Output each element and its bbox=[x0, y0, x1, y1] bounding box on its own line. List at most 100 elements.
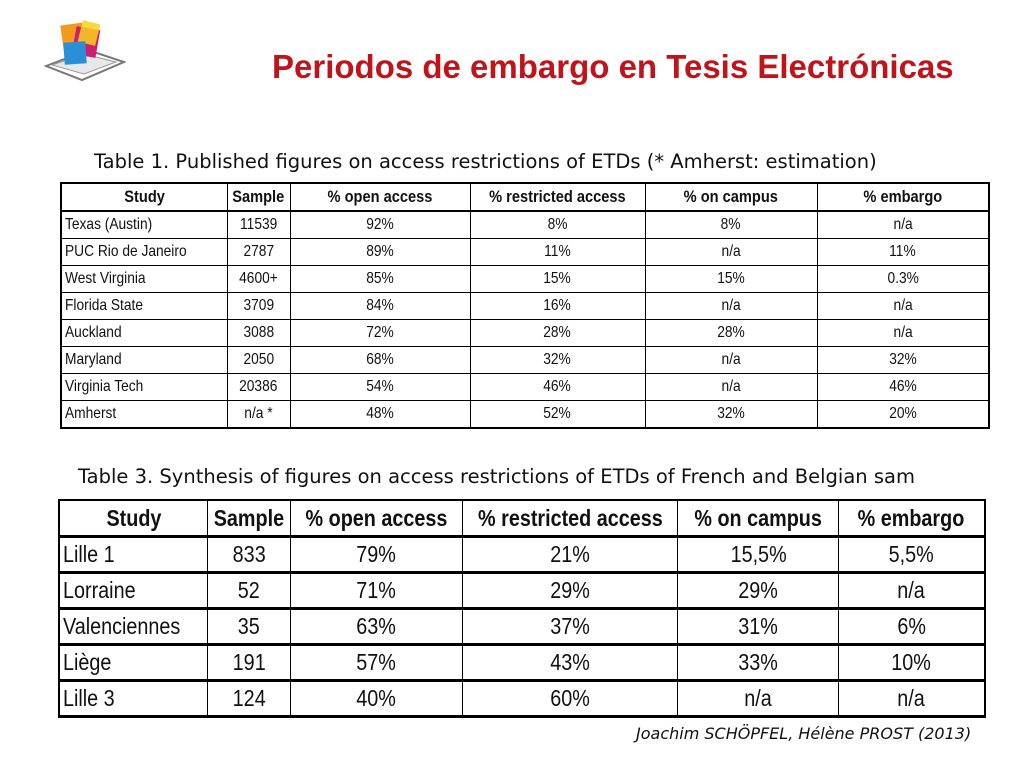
row-label-cell: Lorraine bbox=[58, 572, 209, 610]
data-cell: n/a bbox=[837, 572, 986, 610]
row-label-cell: Auckland bbox=[60, 319, 228, 347]
cell-value: 11% bbox=[889, 243, 917, 260]
data-cell: 10% bbox=[837, 644, 986, 682]
row-label-cell: Maryland bbox=[60, 346, 228, 374]
cell-value: Texas (Austin) bbox=[65, 216, 153, 233]
table1-header-cell: Study bbox=[60, 182, 228, 212]
cell-value: n/a bbox=[721, 378, 741, 395]
cell-value: Lille 3 bbox=[63, 685, 115, 711]
data-cell: 46% bbox=[469, 373, 646, 401]
table3-header-label: % on campus bbox=[694, 504, 822, 531]
data-cell: 8% bbox=[644, 210, 818, 239]
data-cell: 35 bbox=[207, 608, 292, 646]
cell-value: 20% bbox=[888, 405, 917, 422]
table1: Study Sample % open access % restricted acc… bbox=[60, 182, 990, 429]
cell-value: 52% bbox=[543, 405, 572, 422]
cell-value: 8% bbox=[547, 216, 568, 233]
cell-value: 57% bbox=[356, 649, 397, 675]
data-cell: 20386 bbox=[226, 373, 291, 401]
table1-header-label: Sample bbox=[232, 187, 285, 206]
cell-value: 46% bbox=[543, 378, 572, 395]
data-cell: 5,5% bbox=[837, 536, 986, 574]
data-cell: 52 bbox=[207, 572, 292, 610]
table3-header-label: % open access bbox=[305, 504, 448, 531]
cell-value: n/a bbox=[893, 297, 913, 314]
cell-value: 124 bbox=[232, 685, 266, 711]
cell-value: 40% bbox=[356, 685, 397, 711]
data-cell: n/a bbox=[677, 680, 839, 718]
cell-value: 52 bbox=[238, 577, 261, 603]
cell-value: 32% bbox=[888, 351, 917, 368]
data-cell: n/a bbox=[837, 680, 986, 718]
table1-caption: Table 1. Published figures on access res… bbox=[94, 150, 877, 173]
table-row: Valenciennes 35 63% 37% 31% 6% bbox=[58, 608, 986, 646]
cell-value: 0.3% bbox=[887, 270, 919, 287]
cell-value: n/a bbox=[893, 216, 913, 233]
data-cell: 20% bbox=[816, 400, 990, 429]
data-cell: 15% bbox=[469, 265, 646, 293]
table1-header-label: % restricted access bbox=[489, 187, 626, 206]
data-cell: 32% bbox=[469, 346, 646, 374]
row-label-cell: Liège bbox=[58, 644, 209, 682]
data-cell: n/a bbox=[644, 292, 818, 320]
data-cell: 16% bbox=[469, 292, 646, 320]
author-credit: Joachim SCHÖPFEL, Hélène PROST (2013) bbox=[636, 724, 972, 743]
table-row: Liège 191 57% 43% 33% 10% bbox=[58, 644, 986, 682]
table1-body: Texas (Austin) 11539 92% 8% 8% n/a PUC Rio de … bbox=[60, 210, 990, 429]
cell-value: 6% bbox=[897, 613, 926, 639]
cell-value: 11% bbox=[544, 243, 571, 260]
data-cell: 15% bbox=[644, 265, 818, 293]
table3-header-cell: % open access bbox=[290, 499, 463, 538]
cell-value: Florida State bbox=[65, 297, 144, 314]
data-cell: 11% bbox=[816, 238, 990, 266]
cell-value: 48% bbox=[366, 405, 394, 422]
data-cell: 57% bbox=[290, 644, 463, 682]
cell-value: 3709 bbox=[243, 297, 274, 314]
cell-value: 29% bbox=[550, 577, 590, 603]
cell-value: 11539 bbox=[239, 216, 278, 233]
data-cell: 63% bbox=[290, 608, 463, 646]
slide-title: Periodos de embargo en Tesis Electrónica… bbox=[272, 48, 954, 85]
data-cell: 0.3% bbox=[816, 265, 990, 293]
cell-value: 46% bbox=[888, 378, 917, 395]
cell-value: 35 bbox=[238, 613, 261, 639]
data-cell: 33% bbox=[677, 644, 839, 682]
cell-value: Valenciennes bbox=[63, 613, 181, 639]
cell-value: 32% bbox=[543, 351, 572, 368]
table3-body: Lille 1 833 79% 21% 15,5% 5,5% Lorraine 52 71% 29… bbox=[58, 536, 986, 718]
cell-value: Liège bbox=[63, 649, 112, 675]
data-cell: 85% bbox=[289, 265, 471, 293]
data-cell: n/a bbox=[816, 319, 990, 347]
table-row: Maryland 2050 68% 32% n/a 32% bbox=[60, 346, 990, 374]
cell-value: 84% bbox=[366, 297, 394, 314]
cell-value: 89% bbox=[366, 243, 394, 260]
cell-value: n/a * bbox=[244, 405, 273, 422]
table3-header-row: Study Sample % open access % restricted acc… bbox=[58, 499, 986, 538]
cell-value: 37% bbox=[550, 613, 590, 639]
data-cell: 15,5% bbox=[677, 536, 839, 574]
cell-value: 71% bbox=[356, 577, 397, 603]
cell-value: 79% bbox=[356, 541, 397, 567]
data-cell: 11539 bbox=[226, 210, 291, 239]
cell-value: 54% bbox=[366, 378, 394, 395]
cell-value: 8% bbox=[721, 216, 741, 233]
data-cell: 3709 bbox=[226, 292, 291, 320]
table3: Study Sample % open access % restricted acc… bbox=[58, 499, 986, 718]
data-cell: 40% bbox=[290, 680, 463, 718]
cell-value: n/a bbox=[721, 243, 741, 260]
table1-header-cell: % on campus bbox=[644, 182, 818, 212]
cell-value: Auckland bbox=[65, 324, 122, 341]
cell-value: Lorraine bbox=[63, 577, 136, 603]
data-cell: n/a bbox=[644, 238, 818, 266]
cell-value: 63% bbox=[356, 613, 397, 639]
data-cell: 54% bbox=[289, 373, 471, 401]
data-cell: 52% bbox=[469, 400, 646, 429]
data-cell: 4600+ bbox=[226, 265, 291, 293]
row-label-cell: Valenciennes bbox=[58, 608, 209, 646]
data-cell: 29% bbox=[677, 572, 839, 610]
row-label-cell: Amherst bbox=[60, 400, 228, 429]
data-cell: 48% bbox=[289, 400, 471, 429]
table3-header-cell: % embargo bbox=[837, 499, 986, 538]
data-cell: 6% bbox=[837, 608, 986, 646]
cell-value: n/a bbox=[897, 685, 926, 711]
